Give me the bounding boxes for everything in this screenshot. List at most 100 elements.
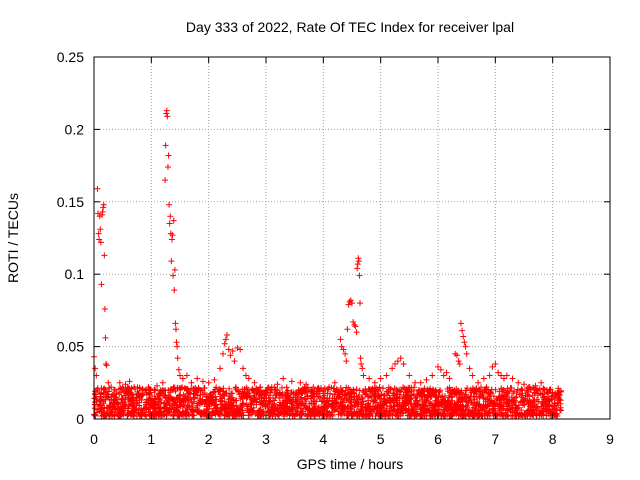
data-point: [321, 394, 328, 401]
data-point: [113, 394, 120, 401]
data-point: [476, 394, 483, 401]
data-point: [242, 372, 249, 379]
data-point: [294, 396, 301, 403]
data-point: [343, 397, 350, 404]
data-point: [163, 107, 170, 114]
data-point: [432, 397, 439, 404]
data-point: [409, 409, 416, 416]
data-point: [466, 411, 473, 418]
data-point: [444, 388, 451, 395]
data-point: [256, 408, 263, 415]
data-point: [388, 404, 395, 411]
data-point: [315, 405, 322, 412]
data-point: [280, 375, 287, 382]
data-point: [403, 407, 410, 414]
data-point: [183, 372, 190, 379]
data-point: [489, 400, 496, 407]
data-point: [515, 379, 522, 386]
data-point: [266, 409, 273, 416]
data-point: [291, 413, 298, 420]
data-point: [540, 394, 547, 401]
data-point: [136, 392, 143, 399]
data-point: [238, 411, 245, 418]
data-point: [311, 413, 318, 420]
data-point: [122, 381, 129, 388]
data-point: [441, 407, 448, 414]
data-point: [453, 391, 460, 398]
data-point: [335, 411, 342, 418]
data-point: [273, 391, 280, 398]
data-point: [197, 409, 204, 416]
data-point: [176, 395, 183, 402]
data-point: [338, 388, 345, 395]
data-point: [151, 393, 158, 400]
data-point: [345, 301, 352, 308]
data-point: [162, 177, 169, 184]
data-point: [356, 392, 363, 399]
data-point: [380, 396, 387, 403]
data-point: [503, 393, 510, 400]
data-point: [169, 232, 176, 239]
data-point: [105, 379, 112, 386]
data-point: [327, 403, 334, 410]
data-point: [233, 386, 240, 393]
data-point: [197, 397, 204, 404]
data-point: [179, 375, 186, 382]
data-point: [463, 387, 470, 394]
data-point: [496, 388, 503, 395]
y-tick-label: 0.1: [65, 266, 85, 282]
data-point: [227, 352, 234, 359]
data-point: [362, 390, 369, 397]
data-point: [108, 384, 115, 391]
data-point: [139, 409, 146, 416]
data-point: [336, 393, 343, 400]
data-point: [276, 401, 283, 408]
data-point: [151, 405, 158, 412]
data-point: [283, 384, 290, 391]
data-point: [166, 220, 173, 227]
data-point: [374, 405, 381, 412]
x-tick-label: 9: [606, 431, 614, 447]
data-point: [239, 396, 246, 403]
data-point: [121, 392, 128, 399]
data-point: [253, 401, 260, 408]
data-point: [165, 395, 172, 402]
data-point: [508, 402, 515, 409]
data-point: [247, 401, 254, 408]
data-point: [525, 401, 532, 408]
data-point: [173, 339, 180, 346]
data-point: [423, 376, 430, 383]
data-point: [340, 405, 347, 412]
data-point: [406, 372, 413, 379]
data-point: [282, 398, 289, 405]
data-point: [294, 410, 301, 417]
data-point: [126, 385, 133, 392]
data-point: [92, 412, 99, 419]
data-point: [217, 365, 224, 372]
data-point: [100, 407, 107, 414]
data-point: [164, 113, 171, 120]
data-point: [246, 390, 253, 397]
data-point: [365, 386, 372, 393]
data-point: [218, 397, 225, 404]
plot-frame: [93, 56, 611, 420]
data-point: [463, 350, 470, 357]
data-point: [94, 185, 101, 192]
data-point: [522, 412, 529, 419]
data-point: [414, 411, 421, 418]
data-point: [347, 403, 354, 410]
data-point: [429, 372, 436, 379]
data-point: [324, 409, 331, 416]
data-point: [499, 412, 506, 419]
x-tick-label: 2: [205, 431, 213, 447]
data-point: [177, 391, 184, 398]
data-point: [169, 402, 176, 409]
data-point: [91, 412, 98, 419]
data-point: [358, 411, 365, 418]
data-point: [303, 405, 310, 412]
data-point: [288, 378, 295, 385]
data-point: [172, 326, 179, 333]
data-point: [406, 388, 413, 395]
data-point: [99, 208, 106, 215]
